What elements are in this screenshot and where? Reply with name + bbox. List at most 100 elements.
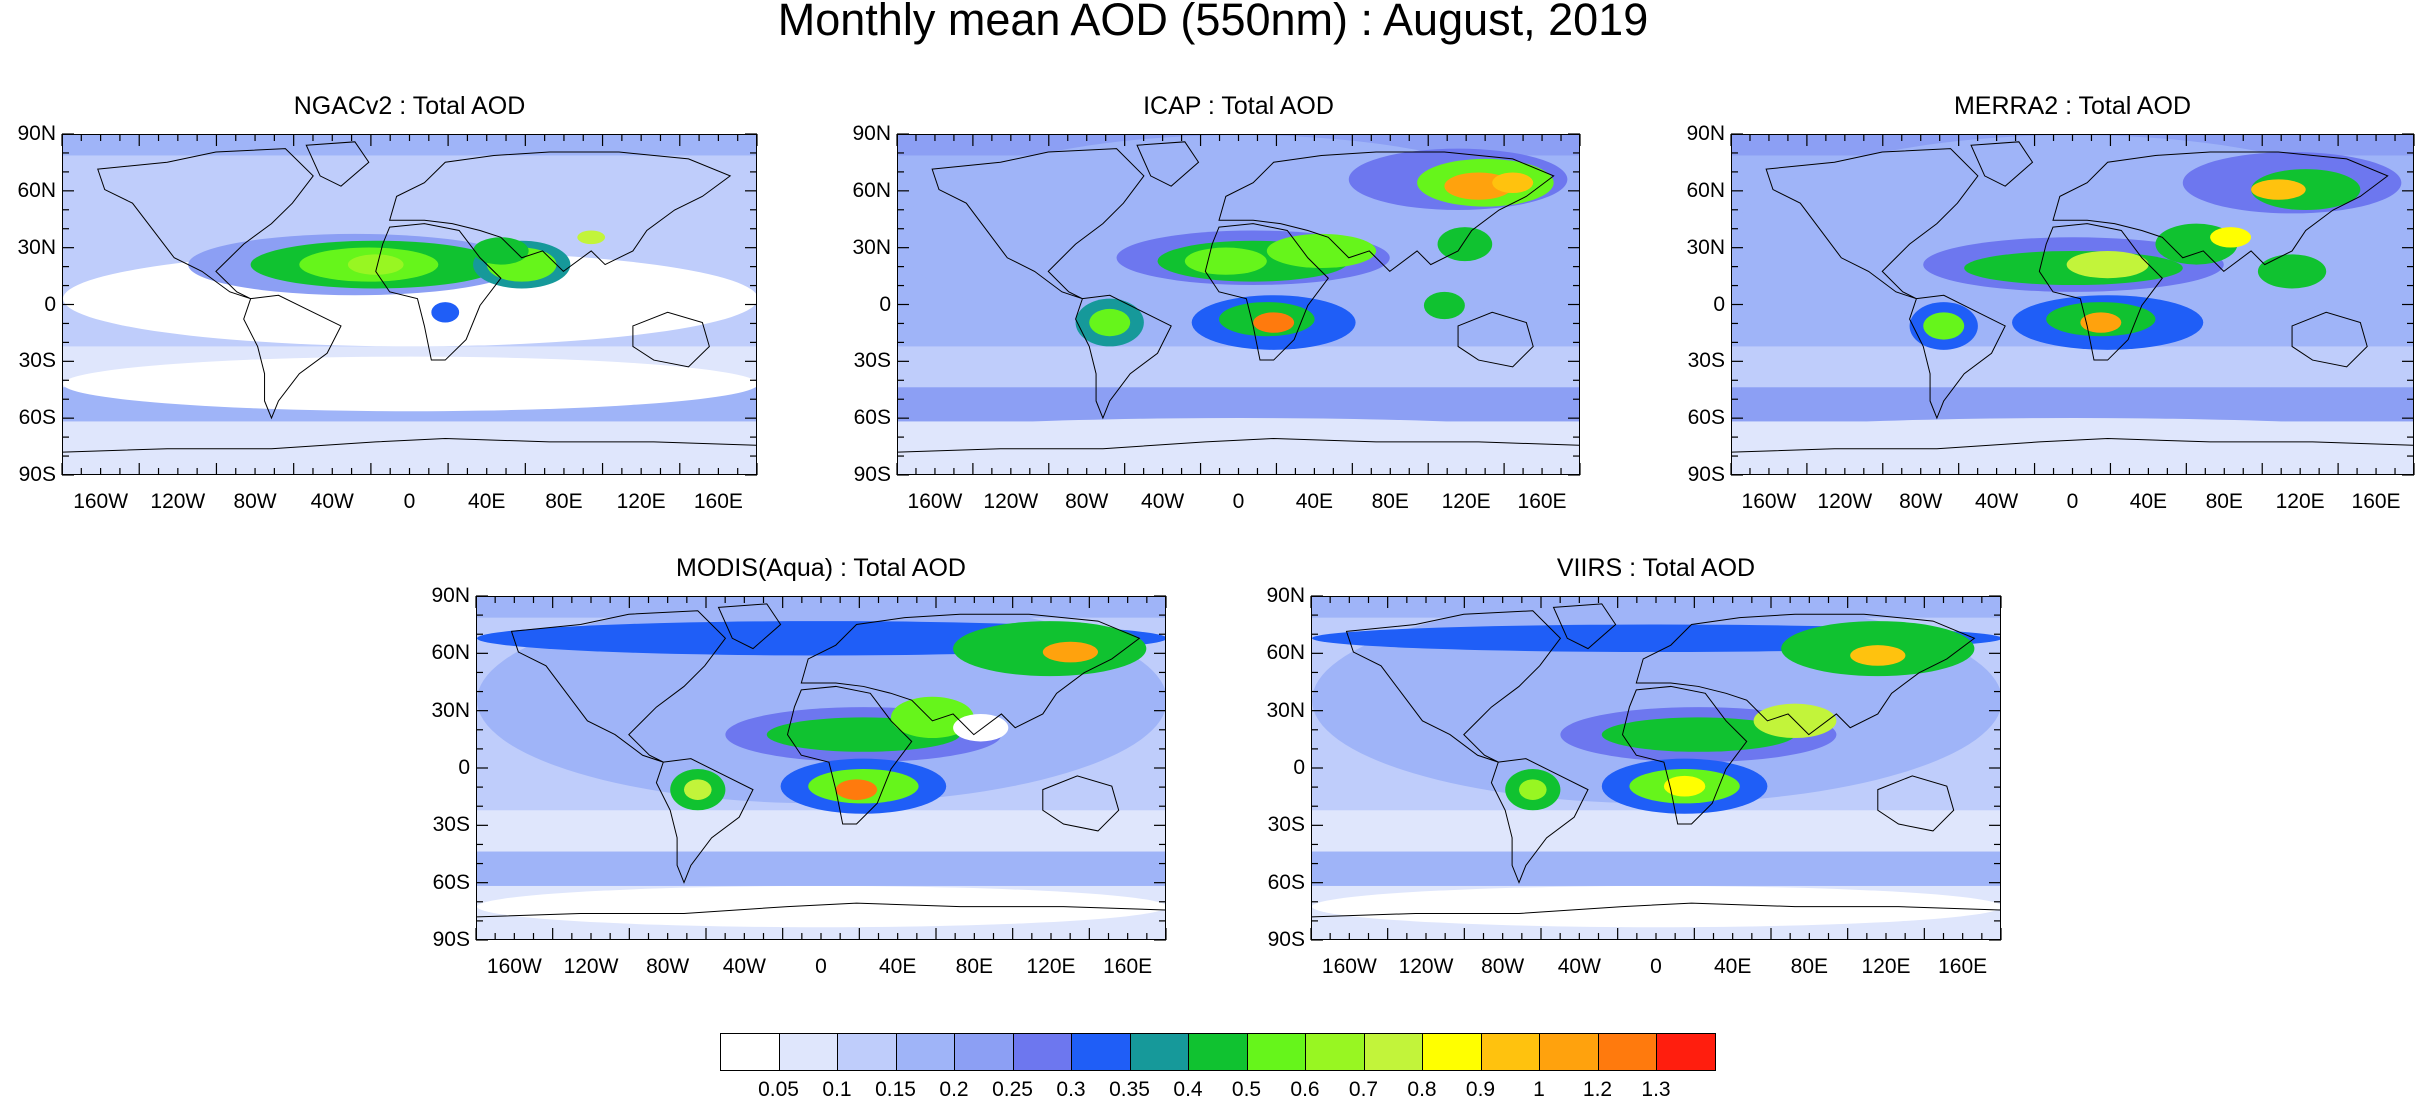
coastline-antarctica bbox=[477, 903, 1166, 917]
lon-tick-label: 0 bbox=[2066, 490, 2079, 513]
aod-contour bbox=[1923, 312, 1965, 340]
coastlines bbox=[1312, 604, 2001, 917]
coastline-australia bbox=[1043, 776, 1119, 831]
coastline-namerica bbox=[1766, 149, 1978, 299]
lat-tick-label: 90S bbox=[853, 463, 891, 486]
aod-contour bbox=[1253, 312, 1295, 333]
coastline-antarctica bbox=[1732, 438, 2414, 452]
aod-contour bbox=[1519, 779, 1547, 800]
colorbar-label: 0.35 bbox=[1109, 1078, 1150, 1101]
aod-map bbox=[897, 134, 1580, 475]
coastline-samerica bbox=[656, 759, 753, 883]
lon-tick-label: 40W bbox=[1141, 490, 1185, 513]
lon-tick-label: 80W bbox=[1899, 490, 1943, 513]
lon-tick-label: 80W bbox=[233, 490, 277, 513]
aod-field bbox=[1312, 597, 2001, 939]
lon-tick-label: 120E bbox=[1441, 490, 1491, 513]
lon-tick-label: 80W bbox=[1481, 955, 1525, 978]
coastline-australia bbox=[2292, 312, 2367, 367]
lat-tick-label: 30S bbox=[853, 349, 891, 373]
lon-tick-label: 120W bbox=[1817, 490, 1873, 513]
colorbar-swatch bbox=[1422, 1033, 1482, 1071]
aod-map bbox=[1311, 596, 2001, 940]
figure-title: Monthly mean AOD (550nm) : August, 2019 bbox=[777, 0, 1649, 45]
lat-tick-label: 90N bbox=[431, 584, 470, 607]
lon-tick-label: 160E bbox=[1517, 490, 1567, 513]
coastline-eurasia bbox=[1219, 152, 1554, 271]
lat-tick-label: 90S bbox=[432, 928, 470, 951]
lat-tick-label: 90N bbox=[1266, 584, 1305, 607]
aod-contour bbox=[2251, 179, 2306, 200]
colorbar-swatch bbox=[778, 1033, 838, 1071]
lat-tick-label: 0 bbox=[1293, 756, 1305, 779]
lon-tick-label: 40W bbox=[310, 490, 354, 513]
lon-tick-label: 160E bbox=[2351, 490, 2401, 513]
map-panel-merra2: MERRA2 : Total AOD 90N 60N 30N 0 30S 60S 90S 160… bbox=[1686, 92, 2415, 513]
lon-tick-label: 40E bbox=[468, 490, 506, 513]
aod-contour bbox=[1850, 645, 1906, 666]
colorbar-label: 0.4 bbox=[1173, 1078, 1203, 1101]
lat-tick-label: 60S bbox=[18, 406, 56, 430]
colorbar-label: 0.9 bbox=[1465, 1078, 1496, 1101]
lat-tick-label: 0 bbox=[458, 756, 470, 779]
coastline-antarctica bbox=[1312, 903, 2001, 917]
aod-contour bbox=[1266, 233, 1377, 268]
aod-contour bbox=[1492, 172, 1534, 193]
aod-contour bbox=[431, 302, 460, 323]
lon-tick-label: 0 bbox=[1650, 955, 1662, 978]
coastlines bbox=[477, 604, 1166, 917]
lon-tick-label: 0 bbox=[403, 490, 416, 513]
coastlines bbox=[1732, 142, 2414, 452]
lat-tick-label: 0 bbox=[44, 292, 56, 316]
lon-tick-label: 40E bbox=[878, 955, 917, 978]
panel-title: MERRA2 : Total AOD bbox=[1953, 92, 2192, 120]
lon-tick-label: 80E bbox=[2205, 490, 2243, 513]
coastline-greenland bbox=[719, 604, 781, 649]
lat-tick-label: 60N bbox=[852, 178, 891, 202]
aod-field bbox=[477, 597, 1166, 939]
map-panel-viirs: VIIRS : Total AOD 90N 60N 30N 0 30S 60S 90S 160W… bbox=[1266, 554, 2002, 978]
aod-contour bbox=[1732, 418, 2413, 453]
colorbar-swatch bbox=[1129, 1033, 1189, 1071]
lon-tick-label: 80E bbox=[545, 490, 583, 513]
colorbar-swatch bbox=[954, 1033, 1014, 1071]
lon-tick-label: 40W bbox=[722, 955, 766, 978]
coastline-greenland bbox=[1137, 142, 1198, 186]
colorbar-swatch bbox=[1480, 1033, 1540, 1071]
aod-contour bbox=[1089, 308, 1131, 337]
lon-tick-label: 160E bbox=[1103, 955, 1153, 978]
lat-tick-label: 60S bbox=[1267, 870, 1305, 894]
lon-tick-label: 80E bbox=[1790, 955, 1829, 978]
colorbar-swatch bbox=[837, 1033, 897, 1071]
coastline-africa bbox=[376, 224, 501, 360]
lat-tick-label: 90S bbox=[1687, 463, 1725, 486]
lon-tick-label: 160W bbox=[1741, 490, 1797, 513]
coastline-africa bbox=[788, 686, 912, 824]
colorbar-label: 1.2 bbox=[1582, 1078, 1613, 1101]
coastline-namerica bbox=[932, 149, 1144, 299]
aod-contour bbox=[347, 254, 404, 275]
lat-tick-label: 60S bbox=[1687, 406, 1725, 430]
lon-tick-label: 120W bbox=[150, 490, 206, 513]
aod-contour bbox=[684, 779, 712, 800]
lat-tick-label: 60N bbox=[17, 178, 56, 202]
coastline-australia bbox=[1878, 776, 1954, 831]
coastline-greenland bbox=[306, 142, 369, 186]
lat-tick-label: 30S bbox=[1267, 813, 1305, 837]
lon-tick-label: 80E bbox=[1371, 490, 1409, 513]
aod-contour bbox=[1042, 641, 1098, 663]
colorbar-swatch bbox=[1188, 1033, 1248, 1071]
coastline-eurasia bbox=[2053, 152, 2388, 271]
aod-field bbox=[63, 135, 756, 474]
colorbar-label: 1 bbox=[1533, 1078, 1545, 1101]
lat-tick-label: 90N bbox=[17, 122, 56, 145]
colorbar-label: 0.2 bbox=[939, 1078, 969, 1101]
aod-contour bbox=[1312, 885, 2000, 928]
colorbar-swatch bbox=[1246, 1033, 1306, 1071]
lon-tick-label: 120W bbox=[563, 955, 619, 978]
aod-contour bbox=[473, 237, 529, 265]
lon-tick-label: 120E bbox=[616, 490, 666, 513]
panel-title: ICAP : Total AOD bbox=[1143, 92, 1334, 120]
coastline-samerica bbox=[1076, 295, 1172, 418]
lon-tick-label: 160W bbox=[73, 490, 129, 513]
